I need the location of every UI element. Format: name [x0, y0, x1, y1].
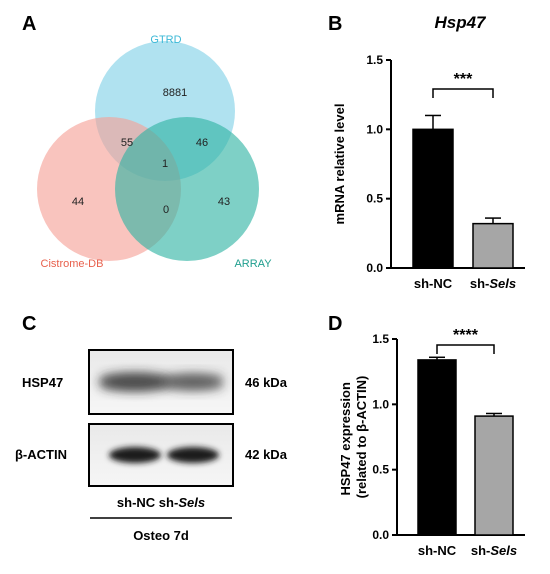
venn-count-array-only: 43 — [218, 196, 230, 208]
chart-b-category-label-0: sh-NC — [414, 276, 453, 291]
chart-d-ytick-label-1: 0.5 — [372, 463, 389, 477]
blot-lane-labels: sh-NC sh-Sels — [117, 495, 205, 510]
blot-hsp47-label: HSP47 — [22, 375, 63, 390]
chart-d-category-label-1: sh-Sels — [471, 543, 517, 558]
blot-actin-band-sh-sels — [167, 447, 219, 463]
panel-d-letter: D — [328, 313, 342, 335]
venn-label-array: ARRAY — [234, 258, 272, 270]
blot-actin-bands — [109, 447, 219, 463]
panel-b: B Hsp47 mRNA relative level 0.0 0.5 1.0 1.5… — [328, 13, 525, 291]
chart-b-significance-label: *** — [454, 71, 473, 88]
venn-count-all: 1 — [162, 158, 168, 170]
venn-count-cistrome-only: 44 — [72, 196, 84, 208]
blot-condition-label: Osteo 7d — [133, 528, 189, 543]
blot-hsp47-size: 46 kDa — [245, 375, 288, 390]
chart-b: 0.0 0.5 1.0 1.5 sh-NC sh-Sels *** — [366, 53, 525, 291]
chart-b-significance-bracket — [432, 88, 494, 98]
chart-b-ytick-label-2: 1.0 — [366, 122, 383, 136]
panel-b-letter: B — [328, 13, 342, 35]
chart-b-ytick-label-3: 1.5 — [366, 53, 383, 67]
venn-label-gtrd: GTRD — [150, 34, 181, 46]
blot-actin-size: 42 kDa — [245, 447, 288, 462]
chart-d-bar-0 — [417, 359, 457, 536]
panel-d: D HSP47 expression (related to β-ACTIN) … — [328, 313, 525, 558]
blot-actin-label: β-ACTIN — [15, 447, 67, 462]
chart-d-ylabel: HSP47 expression (related to β-ACTIN) — [338, 376, 369, 499]
venn-count-gtrd-array: 46 — [196, 137, 208, 149]
chart-d-ytick-label-2: 1.0 — [372, 397, 389, 411]
panel-a: A GTRD Cistrome-DB ARRAY 8881 55 46 1 44… — [22, 13, 272, 270]
chart-b-ytick-label-1: 0.5 — [366, 192, 383, 206]
chart-d-ytick-label-3: 1.5 — [372, 332, 389, 346]
blot-actin-band-sh-nc — [109, 447, 161, 463]
venn-count-cistrome-array: 0 — [163, 204, 169, 216]
chart-b-title: Hsp47 — [434, 13, 487, 32]
chart-d-bar-1 — [474, 415, 514, 536]
blot-hsp47-smear — [102, 374, 222, 390]
venn-label-cistrome: Cistrome-DB — [41, 258, 104, 270]
chart-b-bar-1 — [472, 222, 514, 269]
chart-d-ylabel-line1: HSP47 expression — [338, 382, 353, 496]
chart-b-ytick-label-0: 0.0 — [366, 261, 383, 275]
chart-d-significance-bracket — [436, 344, 495, 354]
chart-b-ylabel: mRNA relative level — [332, 104, 347, 225]
blot-hsp47-bands — [99, 373, 223, 391]
venn-count-gtrd-cistrome: 55 — [121, 137, 133, 149]
chart-b-category-label-1: sh-Sels — [470, 276, 516, 291]
venn-circle-array — [115, 117, 259, 261]
venn-count-gtrd-only: 8881 — [163, 87, 187, 99]
chart-d: 0.0 0.5 1.0 1.5 sh-NC sh-Sels **** — [372, 327, 525, 558]
chart-d-category-label-0: sh-NC — [418, 543, 457, 558]
panel-c: C HSP47 46 kDa β-ACTIN 42 kDa sh-NC sh-S… — [15, 313, 288, 543]
chart-d-ytick-label-0: 0.0 — [372, 528, 389, 542]
chart-d-significance-label: **** — [453, 327, 479, 344]
chart-b-bar-0 — [412, 128, 454, 269]
panel-a-letter: A — [22, 13, 36, 35]
venn-diagram — [37, 41, 259, 261]
panel-c-letter: C — [22, 313, 36, 335]
chart-d-ylabel-line2: (related to β-ACTIN) — [354, 376, 369, 499]
